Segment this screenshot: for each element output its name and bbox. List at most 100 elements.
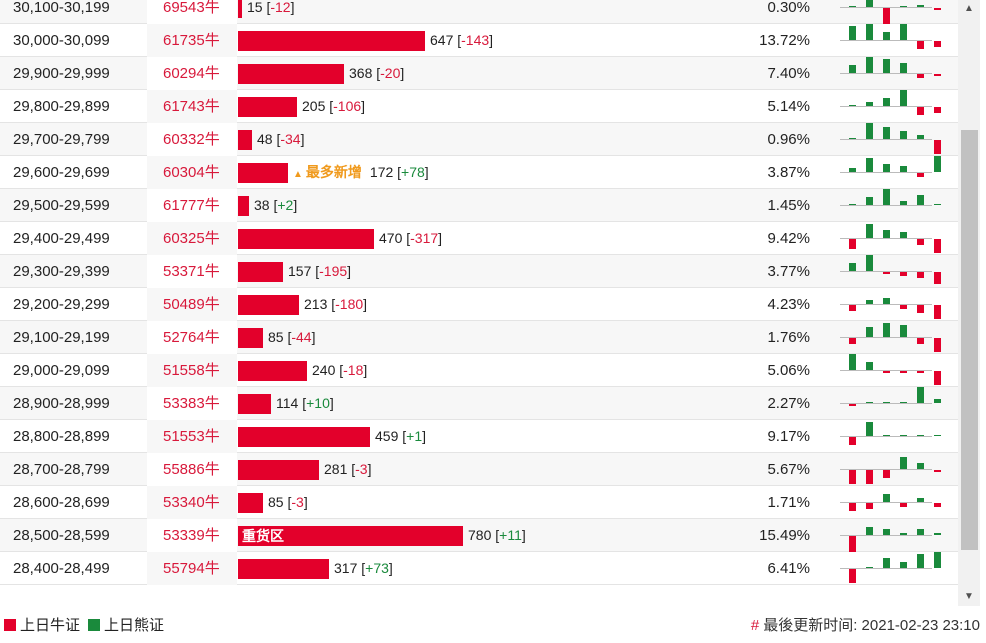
- bull-volume-bar: [238, 130, 252, 150]
- sparkline-baseline: [840, 40, 932, 41]
- table-row[interactable]: 29,300-29,399 53371牛 157 [-195] 3.77%: [0, 255, 958, 288]
- bar-cell: 647 [-143]: [238, 24, 758, 57]
- table-row[interactable]: 28,800-28,899 51553牛 459 [+1] 9.17%: [0, 420, 958, 453]
- sparkline-baseline: [840, 7, 932, 8]
- sparkline-bar: [934, 41, 941, 47]
- table-row[interactable]: 29,500-29,599 61777牛 38 [+2] 1.45%: [0, 189, 958, 222]
- conversion-ratio: 60332牛: [147, 123, 237, 156]
- scroll-down-arrow-icon[interactable]: ▼: [964, 591, 974, 602]
- scroll-thumb[interactable]: [961, 130, 978, 550]
- bull-volume-bar: [238, 394, 271, 414]
- share-percent: 0.96%: [767, 131, 810, 148]
- sparkline-bar: [900, 90, 907, 106]
- volume-value: 157: [288, 263, 312, 279]
- ladder-table: 30,100-30,199 69543牛 15 [-12] 0.30% 30,000-3…: [0, 0, 958, 585]
- table-row[interactable]: 29,400-29,499 60325牛 470 [-317] 9.42%: [0, 222, 958, 255]
- sparkline-bar: [866, 24, 873, 40]
- sparkline-bar: [866, 470, 873, 484]
- sparkline-bar: [866, 362, 873, 370]
- sparkline-bar: [900, 6, 907, 7]
- bar-value-text: 470 [-317]: [379, 230, 443, 246]
- conversion-ratio: 53371牛: [147, 255, 237, 288]
- sparkline-bar: [883, 272, 890, 274]
- sparkline-bar: [883, 127, 890, 139]
- sparkline-bar: [866, 197, 873, 205]
- price-range: 28,800-28,899: [13, 428, 110, 445]
- sparkline-bar: [900, 272, 907, 276]
- volume-value: 205: [302, 98, 326, 114]
- volume-delta: -195: [319, 263, 348, 279]
- table-row[interactable]: 29,800-29,899 61743牛 205 [-106] 5.14%: [0, 90, 958, 123]
- table-row[interactable]: 29,000-29,099 51558牛 240 [-18] 5.06%: [0, 354, 958, 387]
- sparkline-bar: [883, 298, 890, 304]
- table-row[interactable]: 30,100-30,199 69543牛 15 [-12] 0.30%: [0, 0, 958, 24]
- sparkline-bar: [883, 470, 890, 478]
- sparkline-bar: [917, 5, 924, 7]
- bull-volume-bar: [238, 493, 263, 513]
- sparkline-bar: [849, 239, 856, 249]
- sparkline-bar: [883, 59, 890, 73]
- sparkline-baseline: [840, 205, 932, 206]
- sparkline-baseline: [840, 304, 932, 305]
- sparkline-bar: [934, 533, 941, 535]
- sparkline-bar: [849, 65, 856, 73]
- share-percent: 9.17%: [767, 428, 810, 445]
- conversion-ratio: 52764牛: [147, 321, 237, 354]
- sparkline-bar: [866, 527, 873, 535]
- trend-sparkline: [840, 387, 941, 420]
- volume-value: 281: [324, 461, 348, 477]
- sparkline-bar: [866, 503, 873, 509]
- table-row[interactable]: 28,600-28,699 53340牛 85 [-3] 1.71%: [0, 486, 958, 519]
- sparkline-bar: [866, 402, 873, 403]
- share-percent: 1.71%: [767, 494, 810, 511]
- bar-cell: 157 [-195]: [238, 255, 758, 288]
- table-row[interactable]: 29,600-29,699 60304牛 ▲ 最多新增 172 [+78] 3.87%: [0, 156, 958, 189]
- table-row[interactable]: 29,900-29,999 60294牛 368 [-20] 7.40%: [0, 57, 958, 90]
- sparkline-bar: [866, 123, 873, 139]
- table-row[interactable]: 29,200-29,299 50489牛 213 [-180] 4.23%: [0, 288, 958, 321]
- price-range: 29,300-29,399: [13, 263, 110, 280]
- bull-volume-bar: [238, 64, 344, 84]
- sparkline-bar: [934, 552, 941, 568]
- volume-delta: -106: [333, 98, 362, 114]
- bull-volume-bar: [238, 427, 370, 447]
- conversion-ratio: 61743牛: [147, 90, 237, 123]
- table-row[interactable]: 30,000-30,099 61735牛 647 [-143] 13.72%: [0, 24, 958, 57]
- volume-delta: -3: [355, 461, 368, 477]
- table-row[interactable]: 28,500-28,599 53339牛 重货区 780 [+11] 15.49%: [0, 519, 958, 552]
- share-percent: 4.23%: [767, 296, 810, 313]
- sparkline-bar: [866, 300, 873, 304]
- sparkline-bar: [883, 8, 890, 24]
- sparkline-bar: [866, 0, 873, 7]
- bar-value-text: 15 [-12]: [247, 0, 295, 15]
- sparkline-bar: [934, 156, 941, 172]
- volume-value: 85: [268, 329, 284, 345]
- trend-sparkline: [840, 321, 941, 354]
- table-row[interactable]: 28,400-28,499 55794牛 317 [+73] 6.41%: [0, 552, 958, 585]
- sparkline-bar: [866, 422, 873, 436]
- conversion-ratio: 61735牛: [147, 24, 237, 57]
- sparkline-baseline: [840, 73, 932, 74]
- share-percent: 1.76%: [767, 329, 810, 346]
- bull-volume-bar: [238, 97, 297, 117]
- table-row[interactable]: 28,700-28,799 55886牛 281 [-3] 5.67%: [0, 453, 958, 486]
- table-row[interactable]: 29,700-29,799 60332牛 48 [-34] 0.96%: [0, 123, 958, 156]
- sparkline-bar: [934, 305, 941, 319]
- bar-value-text: 85 [-3]: [268, 494, 308, 510]
- sparkline-bar: [900, 201, 907, 205]
- share-percent: 15.49%: [759, 527, 810, 544]
- volume-delta: +78: [401, 164, 425, 180]
- sparkline-bar: [883, 435, 890, 436]
- sparkline-bar: [900, 166, 907, 172]
- bar-cell: 317 [+73]: [238, 552, 758, 585]
- sparkline-bar: [900, 435, 907, 436]
- table-row[interactable]: 28,900-28,999 53383牛 114 [+10] 2.27%: [0, 387, 958, 420]
- sparkline-bar: [849, 26, 856, 40]
- sparkline-bar: [917, 272, 924, 278]
- trend-sparkline: [840, 57, 941, 90]
- vertical-scrollbar[interactable]: ▲ ▼: [958, 0, 980, 606]
- conversion-ratio: 60325牛: [147, 222, 237, 255]
- table-row[interactable]: 29,100-29,199 52764牛 85 [-44] 1.76%: [0, 321, 958, 354]
- sparkline-bar: [900, 131, 907, 139]
- scroll-up-arrow-icon[interactable]: ▲: [964, 3, 974, 14]
